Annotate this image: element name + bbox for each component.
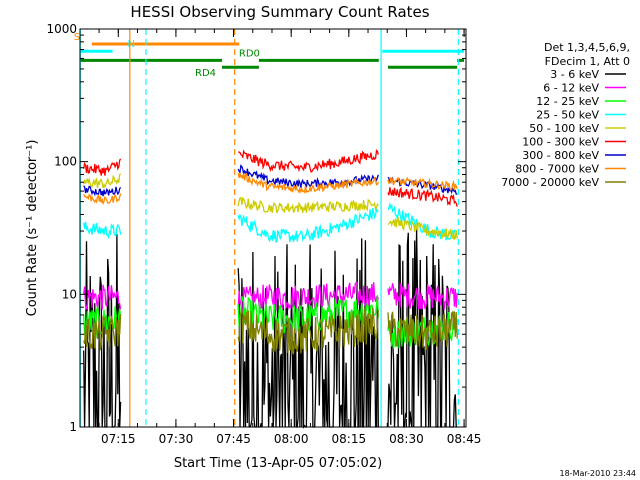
y-axis-label: Count Rate (s⁻¹ detector⁻¹): [25, 140, 40, 317]
flag-label: N: [128, 39, 135, 50]
series-line: [387, 310, 458, 350]
series-line: [387, 176, 458, 191]
series-line: [387, 186, 458, 207]
plot-frame: [79, 28, 467, 428]
x-tick-label: 07:45: [216, 432, 251, 446]
series-line: [387, 282, 458, 310]
legend-header: Det 1,3,4,5,6,9,: [544, 41, 630, 54]
series-line: [237, 306, 379, 355]
x-tick-label: 08:45: [447, 432, 482, 446]
legend-entry: 3 - 6 keV: [550, 68, 599, 81]
x-tick-label: 08:00: [274, 432, 309, 446]
flag-label: RD4: [195, 68, 216, 79]
series-line: [237, 164, 379, 189]
flag-bars: S N RD0 RD4: [74, 32, 465, 79]
y-tick-label: 1000: [46, 22, 77, 36]
series-line: [83, 221, 122, 240]
legend-entry: 50 - 100 keV: [529, 122, 599, 135]
series-line: [387, 176, 458, 195]
series-line: [83, 185, 122, 197]
x-tick-label: 07:30: [159, 432, 194, 446]
legend-entry: 800 - 7000 keV: [515, 163, 599, 176]
x-tick-label: 07:15: [101, 432, 136, 446]
flag-label: RD0: [239, 48, 260, 59]
legend-entry: 300 - 800 keV: [522, 149, 599, 162]
series-line: [387, 216, 458, 241]
series-line: [83, 158, 122, 176]
series-line: [237, 295, 379, 334]
series-line: [83, 284, 122, 310]
timestamp: 18-Mar-2010 23:44: [560, 469, 637, 478]
x-axis-label: Start Time (13-Apr-05 07:05:02): [174, 456, 382, 471]
series-line: [237, 196, 379, 214]
series-line: [387, 201, 458, 241]
legend-entry: 6 - 12 keV: [543, 82, 599, 95]
x-tick-label: 08:30: [389, 432, 424, 446]
series-line: [83, 314, 122, 351]
series-line: [237, 207, 379, 243]
legend-header: FDecim 1, Att 0: [545, 55, 630, 68]
x-tick-label: 08:15: [332, 432, 367, 446]
chart-title: HESSI Observing Summary Count Rates: [130, 3, 429, 21]
y-tick-label: 100: [54, 155, 77, 169]
legend-entry: 100 - 300 keV: [522, 136, 599, 149]
legend: Det 1,3,4,5,6,9,FDecim 1, Att 03 - 6 keV…: [501, 41, 630, 189]
series-line: [237, 172, 379, 195]
series-line: [83, 173, 122, 189]
legend-entry: 7000 - 20000 keV: [501, 176, 599, 189]
flag-label: S: [74, 32, 80, 43]
y-tick-label: 1: [69, 420, 77, 434]
series-line: [237, 282, 379, 314]
y-tick-label: 10: [62, 287, 77, 301]
legend-entry: 25 - 50 keV: [536, 109, 599, 122]
legend-entry: 12 - 25 keV: [536, 95, 599, 108]
series-line: [83, 193, 122, 206]
series-line: [238, 149, 379, 173]
axes: 07:15 07:30 07:45 08:00 08:15 08:30 08:45 1 10 10…: [46, 22, 481, 446]
